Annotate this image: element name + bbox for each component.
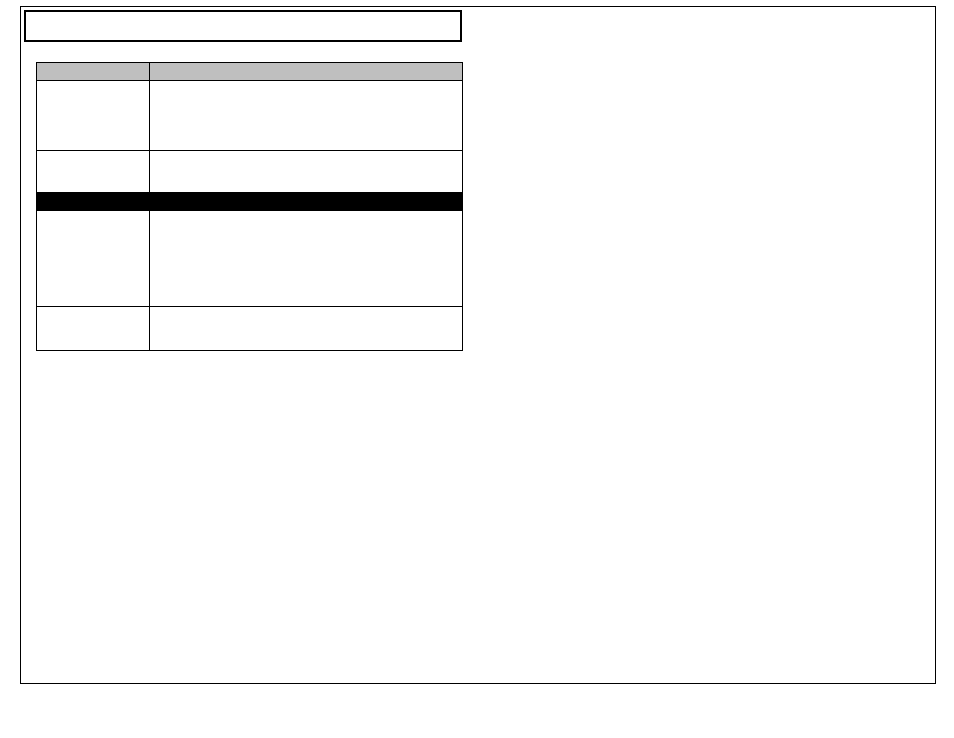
table-cell [37,193,150,211]
table-row [37,211,463,307]
table-cell [150,151,463,193]
table-row [37,63,463,81]
table-row [37,151,463,193]
page [0,0,954,738]
table-row [37,81,463,151]
table-row [37,307,463,351]
table-cell [37,151,150,193]
table-cell [150,81,463,151]
table-cell [150,63,463,81]
title-bar [24,10,462,42]
table-cell [150,211,463,307]
table-cell [37,211,150,307]
table-cell [150,193,463,211]
table-cell [150,307,463,351]
table-cell [37,81,150,151]
data-table [36,62,463,351]
table-cell [37,307,150,351]
table-row [37,193,463,211]
table-cell [37,63,150,81]
